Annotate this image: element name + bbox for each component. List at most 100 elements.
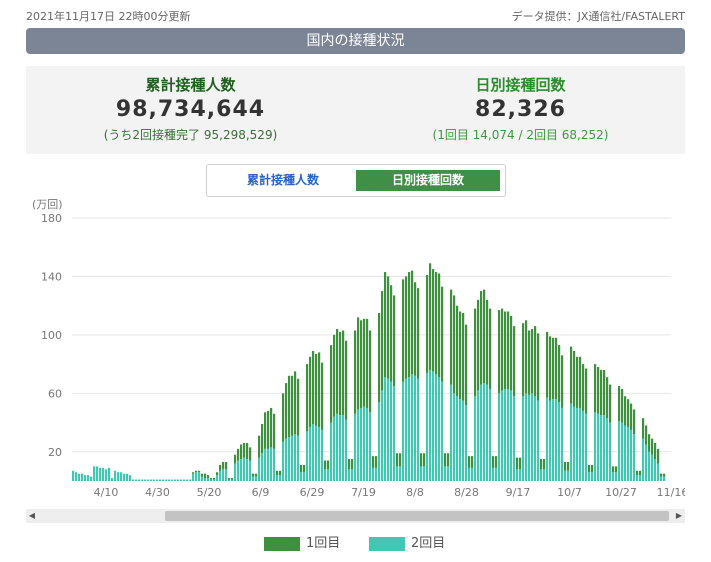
bar-dose2	[387, 378, 390, 481]
bar-dose2	[417, 378, 420, 481]
bar-dose1	[369, 330, 372, 413]
bar-dose1	[525, 320, 528, 394]
bar-dose2	[594, 412, 597, 481]
tab-daily[interactable]: 日別接種回数	[356, 170, 500, 191]
legend-item-dose2[interactable]: 2回目	[369, 532, 445, 552]
bar-dose2	[72, 470, 75, 481]
bar-dose1	[288, 375, 291, 438]
bar-dose2	[504, 388, 507, 481]
bar-dose2	[207, 478, 210, 481]
x-tick-label: 9/17	[506, 486, 531, 499]
bar-dose2	[189, 479, 192, 481]
bar-dose2	[129, 475, 132, 481]
bar-dose1	[663, 473, 666, 477]
bar-dose2	[336, 413, 339, 481]
bar-dose1	[507, 311, 510, 389]
bar-dose1	[405, 276, 408, 379]
bar-dose1	[327, 460, 330, 470]
bar-dose2	[201, 476, 204, 481]
bar-dose1	[309, 356, 312, 427]
bar-dose2	[435, 374, 438, 481]
bar-dose2	[243, 457, 246, 481]
bar-dose1	[591, 464, 594, 473]
bar-dose1	[351, 459, 354, 470]
bar-dose1	[294, 371, 297, 435]
bar-dose1	[387, 276, 390, 379]
y-tick-label: 60	[48, 387, 62, 400]
bar-dose2	[510, 390, 513, 481]
bar-dose2	[117, 472, 120, 481]
cumulative-label: 累計接種人数	[145, 76, 236, 94]
bar-dose1	[498, 310, 501, 394]
bar-dose2	[468, 467, 471, 481]
bar-dose2	[333, 416, 336, 481]
bar-dose2	[219, 470, 222, 481]
legend-item-dose1[interactable]: 1回目	[264, 532, 340, 552]
bar-dose1	[579, 356, 582, 408]
arrow-left-icon[interactable]: ◀	[28, 511, 36, 520]
bar-dose2	[600, 415, 603, 481]
stats-panel: 累計接種人数 98,734,644 (うち2回接種完了 95,298,529) …	[26, 66, 685, 154]
chart-scrollbar[interactable]: ◀ ▶	[26, 509, 685, 523]
tab-cumulative[interactable]: 累計接種人数	[246, 173, 319, 187]
bar-dose2	[651, 454, 654, 481]
bar-dose1	[495, 456, 498, 468]
daily-value: 82,326	[475, 97, 566, 122]
bar-dose2	[192, 473, 195, 481]
bar-dose2	[141, 479, 144, 481]
bar-dose1	[423, 453, 426, 467]
bar-dose2	[372, 467, 375, 481]
bar-dose2	[471, 467, 474, 481]
bar-dose2	[393, 386, 396, 481]
bar-dose1	[192, 472, 195, 474]
bar-dose2	[441, 381, 444, 481]
bar-dose1	[552, 337, 555, 400]
bar-dose1	[438, 273, 441, 378]
bar-dose2	[252, 476, 255, 481]
bar-dose2	[168, 479, 171, 481]
bar-dose2	[498, 393, 501, 481]
bar-dose2	[528, 394, 531, 481]
bar-dose2	[240, 459, 243, 481]
bar-dose1	[435, 272, 438, 375]
bar-dose1	[255, 473, 258, 477]
bar-dose1	[462, 312, 465, 401]
bar-dose1	[420, 453, 423, 467]
bar-dose1	[486, 299, 489, 385]
bar-dose1	[285, 383, 288, 439]
bar-dose1	[414, 282, 417, 376]
bar-dose2	[216, 475, 219, 481]
bar-dose2	[309, 426, 312, 481]
bar-dose2	[612, 472, 615, 481]
bar-dose2	[423, 466, 426, 481]
scrollbar-thumb[interactable]	[165, 511, 669, 521]
bar-dose1	[510, 315, 513, 391]
bar-dose2	[525, 393, 528, 481]
bar-dose2	[462, 400, 465, 481]
x-tick-label: 8/28	[454, 486, 479, 499]
bar-dose1	[582, 364, 585, 411]
bar-dose2	[537, 400, 540, 481]
bar-dose2	[96, 466, 99, 481]
bar-dose2	[420, 466, 423, 481]
bar-dose2	[558, 402, 561, 481]
x-tick-label: 11/16	[657, 486, 685, 499]
bar-dose2	[444, 466, 447, 481]
bar-dose2	[318, 426, 321, 481]
bar-dose2	[456, 396, 459, 481]
bar-dose2	[246, 459, 249, 481]
y-tick-label: 20	[48, 446, 62, 459]
daily-label: 日別接種回数	[475, 76, 566, 94]
bar-dose1	[333, 334, 336, 417]
daily-vaccination-chart: (万回) 20 60 100 140 180 4/10 4/30 5/20 6/9 6/29 7/…	[32, 198, 685, 499]
bar-dose2	[213, 479, 216, 481]
bar-dose1	[360, 320, 363, 408]
bar-dose2	[264, 448, 267, 481]
bar-dose1	[204, 473, 207, 479]
bar-dose2	[627, 426, 630, 481]
bar-dose2	[204, 478, 207, 481]
arrow-right-icon[interactable]: ▶	[675, 511, 683, 520]
bar-dose1	[531, 329, 534, 394]
bar-dose2	[180, 479, 183, 481]
bar-dose2	[483, 383, 486, 481]
